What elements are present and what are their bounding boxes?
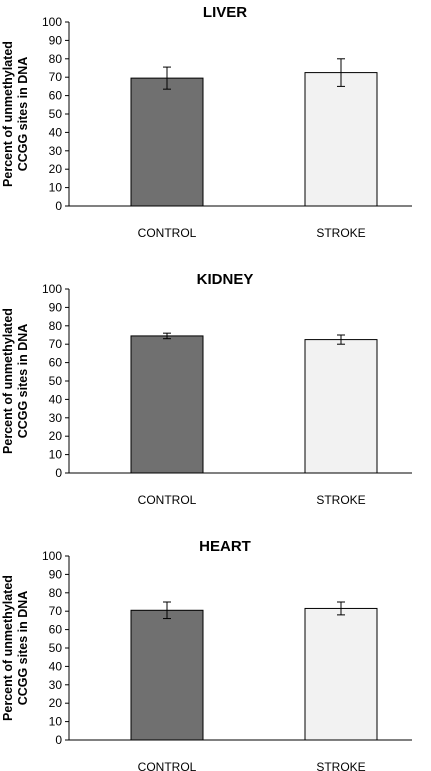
y-tick-label: 100 [42,282,62,296]
y-tick-label: 50 [49,107,63,121]
y-tick-label: 100 [42,549,62,563]
y-tick-label: 30 [49,411,63,425]
y-tick-label: 30 [49,678,63,692]
bar-control [130,609,204,741]
bar-stroke [304,339,378,474]
x-category-label: CONTROL [138,760,197,771]
y-axis-label: CCGG sites in DNA [16,324,30,439]
y-tick-label: 80 [49,319,63,333]
y-axis-label: Percent of unmethylated [1,41,15,187]
bar-stroke [304,72,378,207]
chart-panel-heart: HEART Percent of unmethylated CCGG sites i… [1,538,412,771]
y-axis-label: Percent of unmethylated [1,308,15,454]
chart-panel-liver: LIVER Percent of unmethylated CCGG sites i… [1,4,412,240]
y-tick-label: 30 [49,144,63,158]
chart-panel-kidney: KIDNEY Percent of unmethylated CCGG sites … [1,271,412,507]
y-tick-label: 70 [49,604,63,618]
y-tick-label: 10 [49,448,63,462]
x-category-label: STROKE [316,760,365,771]
y-tick-label: 10 [49,181,63,195]
bar-control [130,335,204,474]
y-tick-label: 40 [49,125,63,139]
x-category-label: STROKE [316,226,365,240]
y-tick-label: 20 [49,162,63,176]
y-tick-label: 0 [55,466,62,480]
chart-title: HEART [199,538,251,555]
y-tick-label: 10 [49,715,63,729]
x-category-label: CONTROL [138,226,197,240]
y-tick-label: 100 [42,15,62,29]
y-tick-label: 90 [49,567,63,581]
y-tick-label: 50 [49,641,63,655]
y-tick-label: 70 [49,337,63,351]
chart-title: KIDNEY [197,271,254,288]
y-tick-label: 0 [55,199,62,213]
bar-control [130,77,204,207]
y-tick-label: 90 [49,33,63,47]
y-tick-label: 0 [55,733,62,747]
y-tick-label: 90 [49,300,63,314]
y-tick-label: 50 [49,374,63,388]
y-tick-label: 60 [49,623,63,637]
y-axis-label: CCGG sites in DNA [16,57,30,172]
y-tick-label: 20 [49,429,63,443]
y-tick-label: 60 [49,89,63,103]
x-category-label: CONTROL [138,493,197,507]
y-tick-label: 80 [49,586,63,600]
y-axis-label: CCGG sites in DNA [16,591,30,706]
bar-stroke [304,607,378,741]
y-axis-label: Percent of unmethylated [1,575,15,721]
y-tick-label: 20 [49,696,63,710]
y-tick-label: 40 [49,659,63,673]
chart-title: LIVER [203,4,247,21]
y-tick-label: 80 [49,52,63,66]
y-tick-label: 40 [49,392,63,406]
x-category-label: STROKE [316,493,365,507]
y-tick-label: 70 [49,70,63,84]
y-tick-label: 60 [49,356,63,370]
